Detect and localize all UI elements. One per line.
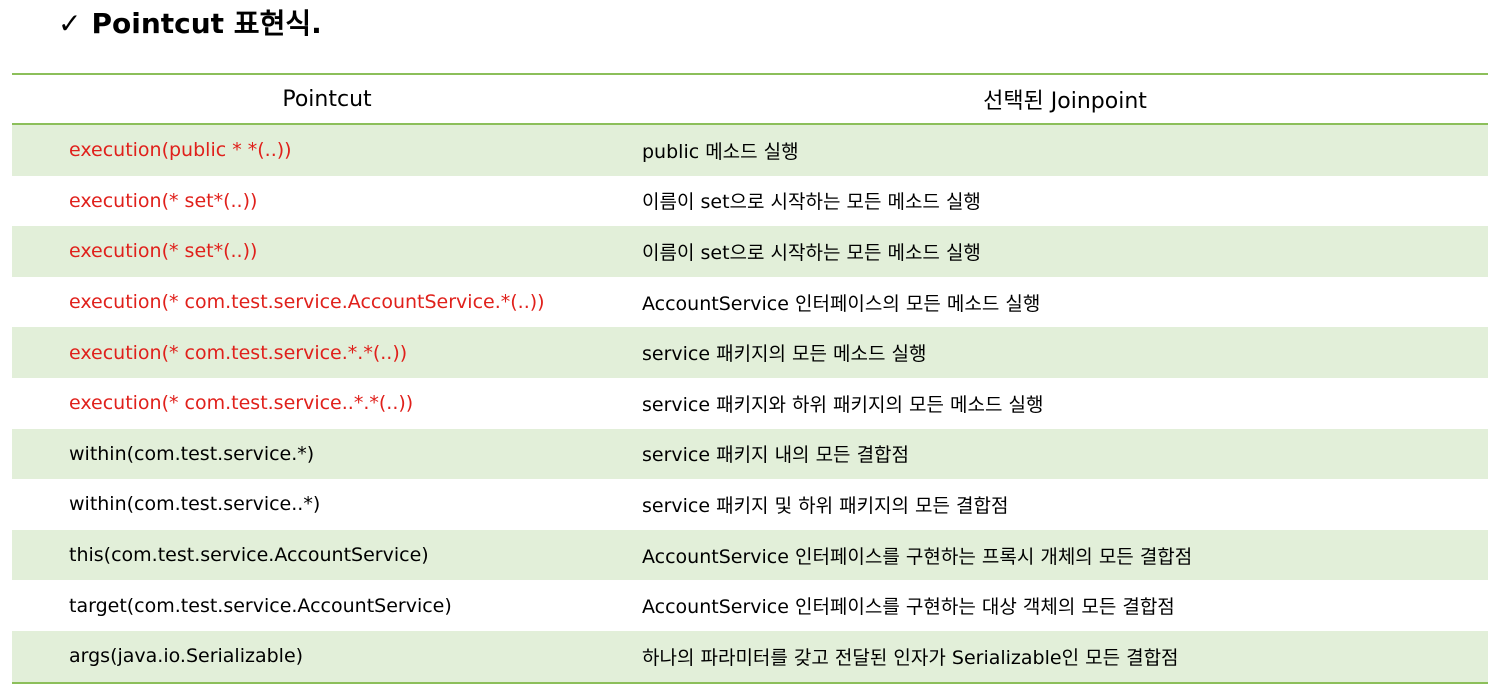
- pointcut-expression: execution(* set*(..)): [69, 240, 258, 263]
- pointcut-expression: within(com.test.service.*): [69, 442, 315, 465]
- pointcut-expression: this(com.test.service.AccountService): [69, 544, 429, 567]
- header-joinpoint: 선택된 Joinpoint: [983, 89, 1147, 114]
- table-row: within(com.test.service.*) service 패키지 내의…: [12, 428, 1488, 480]
- checkmark-icon: ✓: [58, 7, 82, 40]
- pointcut-expression: args(java.io.Serializable): [69, 645, 304, 668]
- table-row: target(com.test.service.AccountService) A…: [12, 580, 1488, 631]
- joinpoint-description: 하나의 파라미터를 갖고 전달된 인자가 Serializable인 모든 결합…: [642, 646, 1179, 669]
- joinpoint-description: AccountService 인터페이스를 구현하는 대상 객체의 모든 결합점: [642, 596, 1175, 619]
- pointcut-expression: execution(* com.test.service..*.*(..)): [69, 392, 414, 415]
- joinpoint-description: AccountService 인터페이스를 구현하는 프록시 개체의 모든 결합…: [642, 545, 1193, 568]
- header-pointcut: Pointcut: [282, 86, 372, 112]
- joinpoint-description: 이름이 set으로 시작하는 모든 메소드 실행: [642, 241, 981, 264]
- table-header-row: Pointcut 선택된 Joinpoint: [12, 74, 1488, 124]
- pointcut-expression: execution(public * *(..)): [69, 139, 292, 162]
- table-row: execution(* com.test.service.AccountServ…: [12, 277, 1488, 328]
- table-body: execution(public * *(..)) public 메소드 실행 ex…: [12, 124, 1488, 683]
- pointcut-expression: execution(* com.test.service.*.*(..)): [69, 341, 408, 364]
- joinpoint-description: public 메소드 실행: [642, 140, 799, 163]
- table-row: execution(* com.test.service..*.*(..)) se…: [12, 378, 1488, 429]
- joinpoint-description: service 패키지와 하위 패키지의 모든 메소드 실행: [642, 393, 1044, 416]
- pointcut-table-container: Pointcut 선택된 Joinpoint execution(public …: [12, 73, 1488, 684]
- joinpoint-description: service 패키지 및 하위 패키지의 모든 결합점: [642, 494, 1009, 517]
- page-title: ✓ Pointcut 표현식.: [58, 2, 322, 46]
- pointcut-table: Pointcut 선택된 Joinpoint execution(public …: [12, 73, 1488, 684]
- joinpoint-description: service 패키지 내의 모든 결합점: [642, 444, 910, 467]
- table-row: within(com.test.service..*) service 패키지 및…: [12, 479, 1488, 530]
- table-row: this(com.test.service.AccountService) Acc…: [12, 529, 1488, 581]
- table-row: execution(* com.test.service.*.*(..)) ser…: [12, 327, 1488, 378]
- table-row: execution(* set*(..)) 이름이 set으로 시작하는 모든 메…: [12, 176, 1488, 227]
- page-title-text: Pointcut 표현식.: [91, 7, 322, 40]
- joinpoint-description: 이름이 set으로 시작하는 모든 메소드 실행: [642, 191, 981, 214]
- table-row: execution(public * *(..)) public 메소드 실행: [12, 124, 1488, 176]
- pointcut-expression: target(com.test.service.AccountService): [69, 594, 452, 617]
- table-row: args(java.io.Serializable) 하나의 파라미터를 갖고 전…: [12, 630, 1488, 683]
- joinpoint-description: service 패키지의 모든 메소드 실행: [642, 343, 927, 366]
- pointcut-expression: execution(* com.test.service.AccountServ…: [69, 291, 545, 314]
- table-row: execution(* set*(..)) 이름이 set으로 시작하는 모든 메…: [12, 226, 1488, 277]
- joinpoint-description: AccountService 인터페이스의 모든 메소드 실행: [642, 292, 1041, 315]
- pointcut-expression: within(com.test.service..*): [69, 493, 321, 516]
- pointcut-expression: execution(* set*(..)): [69, 189, 258, 212]
